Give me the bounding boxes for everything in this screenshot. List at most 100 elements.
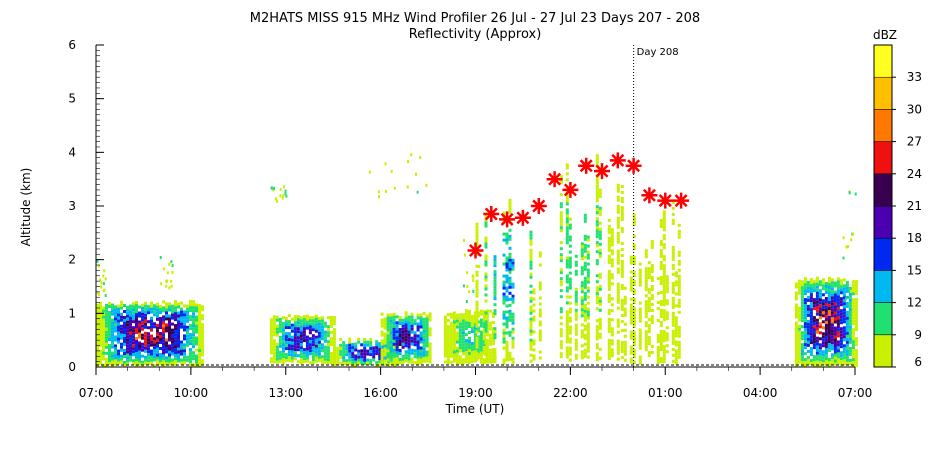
reflectivity-cell — [378, 351, 382, 355]
reflectivity-cell — [812, 325, 816, 329]
reflectivity-cell — [383, 323, 387, 327]
reflectivity-cell — [659, 303, 663, 306]
reflectivity-cell — [662, 339, 666, 343]
reflectivity-cell — [342, 350, 346, 354]
reflectivity-cell — [812, 316, 816, 320]
reflectivity-cell — [342, 347, 346, 351]
reflectivity-cell — [845, 322, 849, 326]
reflectivity-cell — [502, 283, 506, 287]
reflectivity-cell — [586, 325, 590, 329]
reflectivity-cell — [818, 325, 822, 329]
reflectivity-cell — [616, 240, 620, 244]
reflectivity-cell — [186, 358, 189, 362]
reflectivity-cell — [532, 291, 536, 295]
reflectivity-cell — [174, 330, 177, 334]
reflectivity-cell — [574, 293, 578, 297]
reflectivity-cell — [345, 362, 349, 366]
reflectivity-cell — [410, 360, 414, 364]
reflectivity-cell — [413, 322, 417, 326]
reflectivity-cell — [662, 273, 666, 277]
reflectivity-cell — [464, 333, 468, 337]
reflectivity-cell — [854, 349, 858, 353]
reflectivity-cell — [147, 356, 150, 360]
reflectivity-cell — [132, 362, 135, 366]
reflectivity-cell — [473, 311, 477, 315]
reflectivity-cell — [671, 281, 675, 285]
reflectivity-cell — [129, 325, 132, 329]
reflectivity-cell — [616, 345, 620, 349]
reflectivity-cell — [278, 341, 282, 345]
reflectivity-cell — [360, 355, 364, 359]
reflectivity-cell — [354, 345, 358, 349]
reflectivity-cell — [120, 348, 123, 352]
reflectivity-cell — [455, 337, 459, 341]
reflectivity-cell — [153, 310, 156, 314]
reflectivity-cell — [384, 345, 388, 348]
reflectivity-speck — [168, 262, 171, 266]
marker-point — [625, 157, 642, 174]
reflectivity-cell — [565, 193, 569, 197]
reflectivity-cell — [380, 339, 384, 343]
reflectivity-cell — [824, 318, 828, 321]
reflectivity-cell — [168, 347, 171, 351]
reflectivity-cell — [476, 353, 480, 357]
reflectivity-cell — [656, 349, 660, 352]
reflectivity-cell — [302, 354, 306, 358]
reflectivity-cell — [505, 256, 509, 260]
reflectivity-cell — [538, 323, 542, 327]
reflectivity-cell — [138, 311, 141, 315]
reflectivity-cell — [108, 329, 111, 332]
reflectivity-cell — [446, 349, 450, 353]
reflectivity-cell — [806, 313, 810, 317]
reflectivity-cell — [484, 347, 488, 351]
reflectivity-cell — [96, 351, 99, 355]
reflectivity-cell — [198, 316, 201, 320]
reflectivity-cell — [132, 302, 135, 306]
reflectivity-cell — [815, 309, 819, 313]
reflectivity-cell — [586, 286, 590, 290]
reflectivity-cell — [144, 343, 147, 347]
reflectivity-cell — [419, 358, 423, 362]
reflectivity-cell — [147, 347, 150, 351]
reflectivity-cell — [538, 263, 542, 267]
reflectivity-specks — [96, 153, 857, 303]
reflectivity-cell — [508, 204, 512, 208]
reflectivity-cell — [818, 355, 822, 359]
reflectivity-cell — [851, 283, 855, 287]
reflectivity-cell — [290, 335, 294, 339]
reflectivity-cell — [416, 328, 420, 332]
day-marker-label: Day 208 — [637, 47, 679, 58]
reflectivity-cell — [854, 289, 858, 293]
reflectivity-cell — [345, 350, 349, 354]
reflectivity-cell — [851, 340, 855, 344]
reflectivity-cell — [827, 358, 831, 361]
reflectivity-cell — [147, 362, 150, 366]
reflectivity-cell — [449, 339, 453, 343]
reflectivity-cell — [595, 205, 599, 209]
reflectivity-cell — [105, 339, 108, 343]
reflectivity-cell — [671, 299, 675, 303]
reflectivity-cell — [842, 287, 846, 291]
reflectivity-cell — [583, 234, 587, 238]
reflectivity-cell — [177, 302, 180, 306]
reflectivity-cell — [320, 328, 324, 332]
reflectivity-cell — [794, 357, 798, 361]
reflectivity-cell — [111, 351, 114, 355]
reflectivity-cell — [287, 323, 291, 327]
reflectivity-cell — [511, 357, 515, 361]
reflectivity-cell — [275, 315, 279, 319]
reflectivity-cell — [677, 292, 681, 296]
reflectivity-cell — [629, 255, 633, 259]
reflectivity-cell — [574, 329, 578, 333]
reflectivity-cell — [383, 347, 387, 351]
reflectivity-cell — [354, 363, 358, 367]
reflectivity-cell — [168, 308, 171, 312]
reflectivity-cell — [638, 277, 642, 281]
reflectivity-cell — [389, 331, 393, 335]
marker-stroke — [674, 194, 688, 208]
reflectivity-cell — [830, 308, 834, 312]
reflectivity-cell — [195, 321, 198, 325]
reflectivity-cell — [114, 344, 117, 348]
reflectivity-cell — [511, 330, 515, 334]
